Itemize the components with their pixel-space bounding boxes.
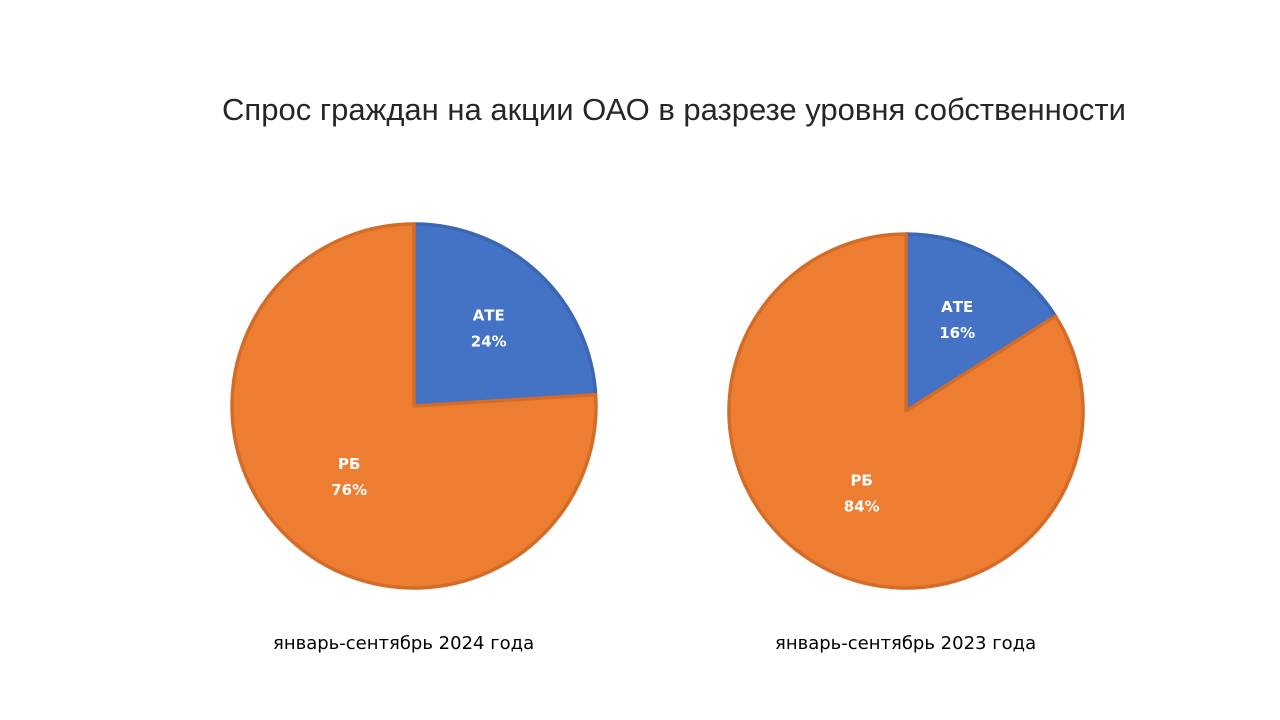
pie-slice-РБ (727, 232, 1085, 590)
caption-2023: январь-сентябрь 2023 года (775, 633, 1037, 654)
data-label-category: РБ (338, 455, 360, 473)
data-label-value: 84% (844, 498, 880, 516)
pie-slice-АТЕ (412, 222, 598, 408)
data-label-value: 76% (331, 481, 367, 499)
data-label-value: 16% (939, 324, 975, 342)
data-label-category: РБ (850, 472, 872, 490)
data-label-category: АТЕ (941, 298, 973, 316)
data-label-value: 24% (471, 332, 507, 350)
pie-slice-РБ (230, 222, 598, 590)
pie-slice-АТЕ (904, 232, 1058, 413)
chart-title: Спрос граждан на акции ОАО в разрезе уро… (222, 92, 1126, 127)
data-label-category: АТЕ (473, 306, 505, 324)
caption-2024: январь-сентябрь 2024 года (273, 633, 535, 654)
